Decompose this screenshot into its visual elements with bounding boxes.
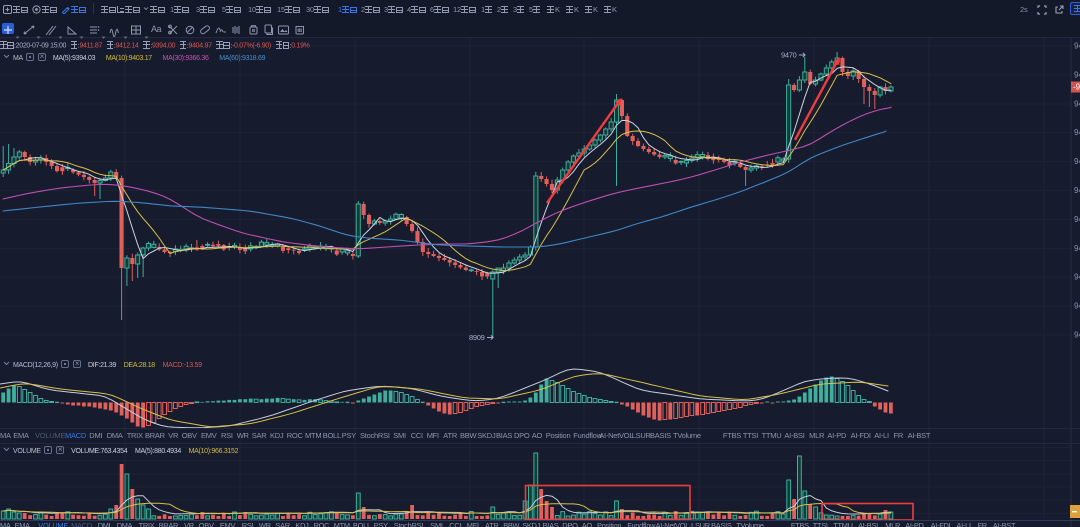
svg-text:9470: 9470 [781, 51, 797, 60]
svg-text:9460: 9460 [1074, 42, 1080, 51]
svg-text:9436: 9436 [1074, 273, 1080, 282]
svg-text:-9404: -9404 [1073, 83, 1080, 92]
svg-text:9430: 9430 [1074, 331, 1080, 340]
svg-text:9442: 9442 [1074, 215, 1080, 224]
svg-text:9445: 9445 [1074, 186, 1080, 195]
svg-text:9448: 9448 [1074, 157, 1080, 166]
svg-text:9433: 9433 [1074, 302, 1080, 311]
svg-text:9439: 9439 [1074, 244, 1080, 253]
svg-text:9457: 9457 [1074, 70, 1080, 79]
svg-text:8909: 8909 [469, 333, 485, 342]
svg-text:9454: 9454 [1074, 99, 1080, 108]
svg-text:9451: 9451 [1074, 128, 1080, 137]
